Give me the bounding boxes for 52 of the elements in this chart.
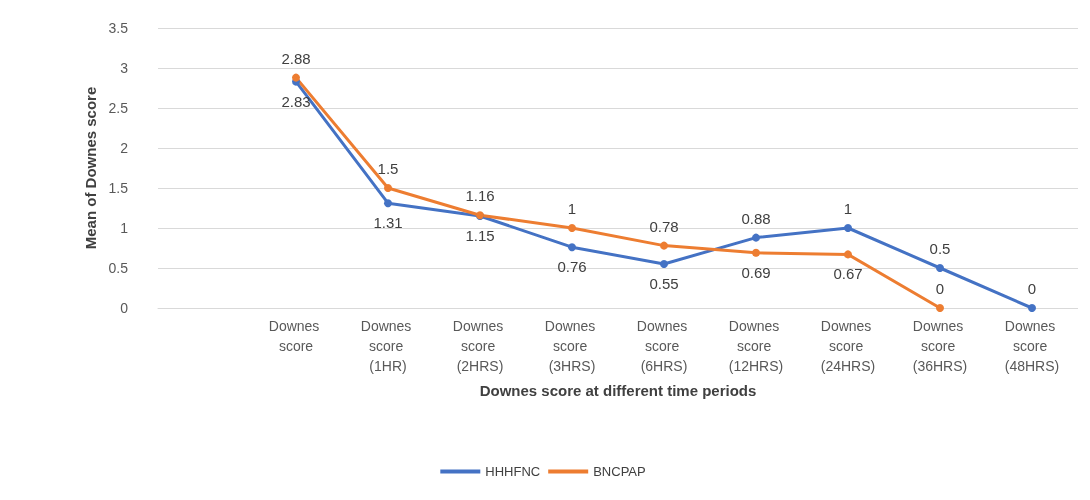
y-tick-label: 1.5 bbox=[108, 180, 129, 196]
data-label: 0.78 bbox=[649, 217, 679, 235]
y-tick-label: 3.5 bbox=[108, 20, 129, 36]
x-axis-title: Downes score at different time periods bbox=[479, 382, 757, 399]
y-axis-title: Mean of Downes score bbox=[81, 86, 99, 250]
data-label: 0.5 bbox=[929, 240, 951, 257]
data-label: 2.88 bbox=[281, 49, 311, 67]
point bbox=[936, 264, 944, 272]
data-label: 0.76 bbox=[557, 258, 587, 276]
data-label: 0 bbox=[935, 280, 945, 297]
x-tick-label: Downes score (12HRS) bbox=[728, 318, 784, 374]
point bbox=[384, 199, 392, 208]
x-tick-label: Downes score (2HRS) bbox=[452, 318, 508, 374]
point bbox=[844, 250, 852, 259]
data-label: 0.67 bbox=[833, 265, 863, 283]
point bbox=[292, 73, 300, 82]
x-tick-label: Downes score (6HRS) bbox=[636, 318, 692, 374]
x-tick-label: Downes score bbox=[268, 318, 324, 354]
point bbox=[752, 248, 760, 257]
data-label: 1 bbox=[567, 200, 577, 217]
y-tick-label: 0.5 bbox=[108, 260, 129, 276]
data-label: 0 bbox=[1027, 280, 1037, 297]
data-label: 0.88 bbox=[741, 209, 771, 227]
x-tick-label: Downes score (3HRS) bbox=[544, 318, 600, 374]
y-tick-label: 3 bbox=[120, 60, 129, 76]
data-label: 0.55 bbox=[649, 275, 679, 292]
point bbox=[1028, 304, 1036, 312]
point bbox=[568, 224, 576, 232]
point bbox=[936, 304, 944, 312]
y-tick-label: 0 bbox=[120, 300, 129, 316]
point bbox=[660, 260, 668, 268]
point bbox=[384, 184, 392, 192]
point bbox=[660, 241, 668, 250]
data-label: 0.69 bbox=[741, 263, 771, 281]
data-label: 1 bbox=[843, 200, 853, 217]
y-tick-label: 2.5 bbox=[108, 100, 129, 116]
y-tick-label: 2 bbox=[120, 140, 129, 156]
data-label: 1.15 bbox=[465, 227, 495, 244]
y-tick-label: 1 bbox=[120, 220, 129, 236]
legend-label: HHHFNC bbox=[485, 464, 541, 479]
legend-label: BNCPAP bbox=[593, 464, 646, 479]
x-tick-label: Downes score (24HRS) bbox=[820, 318, 876, 374]
x-tick-label: Downes score (36HRS) bbox=[912, 318, 968, 374]
x-tick-label: Downes score (1HR) bbox=[360, 318, 416, 374]
data-label: 2.83 bbox=[281, 92, 311, 110]
point bbox=[568, 243, 576, 252]
data-label: 1.16 bbox=[465, 187, 495, 205]
point bbox=[844, 224, 852, 232]
data-label: 1.5 bbox=[377, 160, 399, 177]
data-label: 1.31 bbox=[373, 214, 403, 232]
point bbox=[752, 233, 760, 242]
x-tick-label: Downes score (48HRS) bbox=[1004, 318, 1060, 374]
